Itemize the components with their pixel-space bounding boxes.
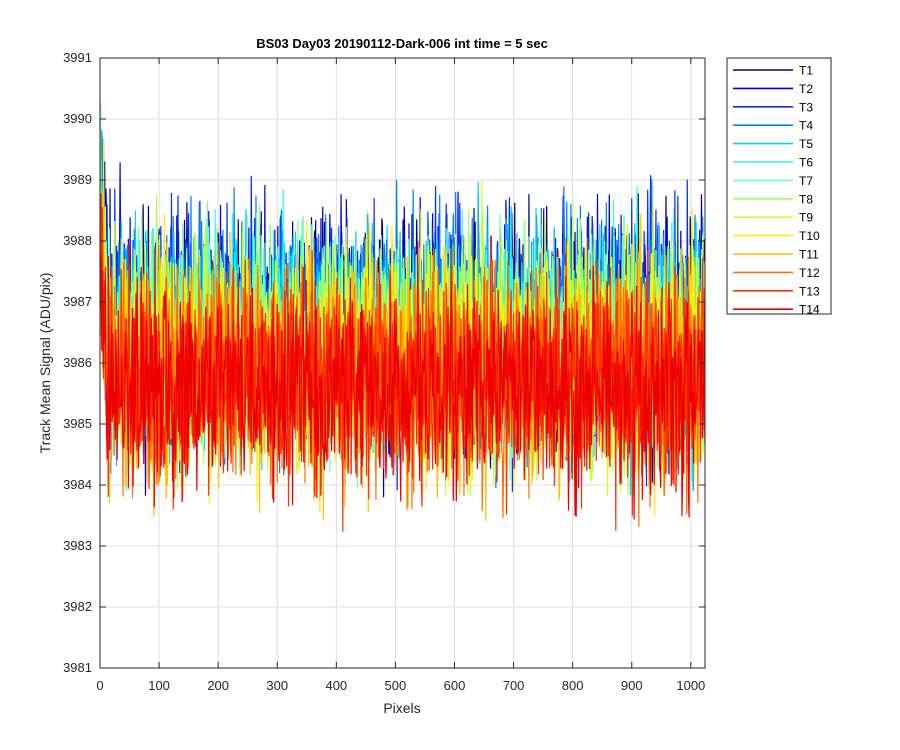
y-tick-label: 3990 — [63, 111, 92, 126]
y-axis-label: Track Mean Signal (ADU/pix) — [37, 273, 53, 454]
legend-label-t1: T1 — [799, 64, 813, 78]
legend-label-t8: T8 — [799, 192, 813, 206]
y-tick-label: 3984 — [63, 477, 92, 492]
legend-label-t14: T14 — [799, 303, 820, 317]
legend-label-t6: T6 — [799, 156, 813, 170]
x-tick-label: 100 — [148, 678, 170, 693]
legend-label-t13: T13 — [799, 284, 820, 298]
legend-label-t12: T12 — [799, 266, 820, 280]
y-tick-label: 3988 — [63, 233, 92, 248]
x-tick-label: 1000 — [676, 678, 705, 693]
legend-label-t2: T2 — [799, 82, 813, 96]
legend-label-t7: T7 — [799, 174, 813, 188]
x-tick-labels: 0 100 200 300 400 500 600 700 800 900 1000 — [96, 678, 705, 693]
y-tick-label: 3983 — [63, 538, 92, 553]
y-tick-label: 3981 — [63, 660, 92, 675]
x-tick-label: 800 — [562, 678, 584, 693]
y-tick-label: 3982 — [63, 599, 92, 614]
legend-label-t5: T5 — [799, 137, 813, 151]
y-tick-label: 3991 — [63, 50, 92, 65]
x-tick-label: 700 — [503, 678, 525, 693]
y-tick-label: 3986 — [63, 355, 92, 370]
x-tick-label: 200 — [207, 678, 229, 693]
y-tick-labels: 3981 3982 3983 3984 3985 3986 3987 3988 3989 3990… — [63, 50, 92, 675]
legend-label-t4: T4 — [799, 119, 813, 133]
legend-box — [726, 57, 832, 315]
x-tick-label: 300 — [266, 678, 288, 693]
x-tick-label: 500 — [385, 678, 407, 693]
legend: T1 T2 T3 T4 T5 T6 T7 T8 T9 T10 T11 T12 T13 T14 — [726, 57, 832, 317]
legend-label-t11: T11 — [799, 248, 819, 262]
ticks — [99, 57, 705, 669]
legend-label-t10: T10 — [799, 229, 820, 243]
legend-label-t3: T3 — [799, 100, 813, 114]
x-tick-label: 900 — [621, 678, 643, 693]
y-tick-label: 3985 — [63, 416, 92, 431]
x-tick-label: 400 — [325, 678, 347, 693]
x-axis-label: Pixels — [383, 700, 420, 716]
chart-title: BS03 Day03 20190112-Dark-006 int time = … — [256, 36, 548, 51]
x-tick-label: 0 — [96, 678, 103, 693]
plot-lines — [100, 102, 705, 533]
legend-label-t9: T9 — [799, 211, 813, 225]
series-line-t14 — [100, 241, 705, 520]
x-tick-label: 600 — [444, 678, 466, 693]
y-tick-label: 3987 — [63, 294, 92, 309]
y-tick-label: 3989 — [63, 172, 92, 187]
